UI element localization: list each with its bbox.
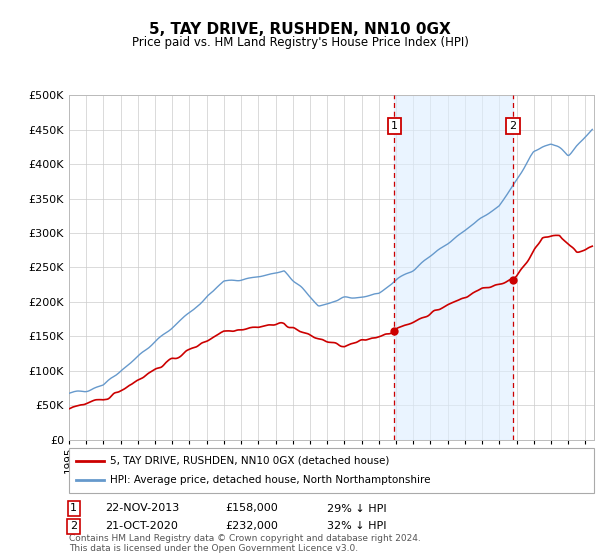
Bar — [394, 95, 513, 440]
Text: £232,000: £232,000 — [225, 521, 278, 531]
Text: 1: 1 — [70, 503, 77, 514]
Text: 2: 2 — [70, 521, 77, 531]
Text: 5, TAY DRIVE, RUSHDEN, NN10 0GX (detached house): 5, TAY DRIVE, RUSHDEN, NN10 0GX (detache… — [110, 455, 389, 465]
Text: 21-OCT-2020: 21-OCT-2020 — [105, 521, 178, 531]
Text: HPI: Average price, detached house, North Northamptonshire: HPI: Average price, detached house, Nort… — [110, 475, 430, 486]
Text: £158,000: £158,000 — [225, 503, 278, 514]
Text: 2: 2 — [509, 121, 517, 131]
Text: 29% ↓ HPI: 29% ↓ HPI — [327, 503, 386, 514]
Text: Price paid vs. HM Land Registry's House Price Index (HPI): Price paid vs. HM Land Registry's House … — [131, 36, 469, 49]
Text: 32% ↓ HPI: 32% ↓ HPI — [327, 521, 386, 531]
Text: 1: 1 — [391, 121, 398, 131]
Text: 22-NOV-2013: 22-NOV-2013 — [105, 503, 179, 514]
Text: 5, TAY DRIVE, RUSHDEN, NN10 0GX: 5, TAY DRIVE, RUSHDEN, NN10 0GX — [149, 22, 451, 38]
Text: Contains HM Land Registry data © Crown copyright and database right 2024.
This d: Contains HM Land Registry data © Crown c… — [69, 534, 421, 553]
